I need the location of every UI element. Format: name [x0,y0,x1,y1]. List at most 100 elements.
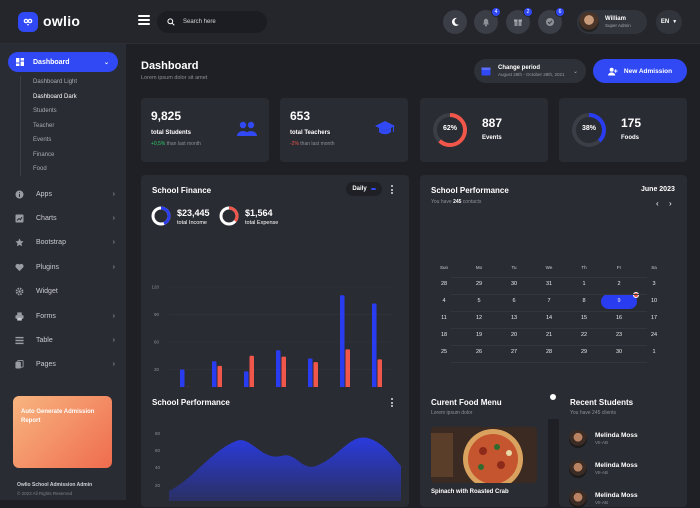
chevron-down-icon: ▼ [672,19,678,25]
calendar-day[interactable]: 8 [582,298,586,304]
new-admission-button[interactable]: New Admission [593,59,687,83]
sidebar-item-apps[interactable]: Apps › [15,190,115,199]
change-period-button[interactable]: Change period August 28th - October 28th… [474,59,586,83]
submenu-finance[interactable]: Finance [33,152,55,158]
sidebar-item-forms[interactable]: Forms › [15,312,115,321]
student-item[interactable]: Melinda Moss VII-AB [569,460,638,478]
sidebar-item-label: Forms [36,313,56,320]
sidebar-item-dashboard[interactable]: Dashboard ⌄ [8,52,118,72]
gift-badge: 2 [523,7,533,17]
income-label: total Income [177,220,207,226]
copy-icon [15,360,24,369]
stat-card-foods[interactable]: 38% 175 Foods [559,98,687,162]
y-tick: 40 [155,465,161,470]
submenu-food[interactable]: Food [33,166,47,172]
chevron-right-icon: › [112,313,115,320]
calendar-day[interactable]: 16 [615,315,623,321]
calendar-day[interactable]: 31 [545,281,553,287]
calendar-day[interactable]: 29 [475,281,483,287]
stat-card-teachers[interactable]: 653 total Teachers -2% than last month [280,98,408,162]
calendar-day[interactable]: 18 [440,332,448,338]
more-options-icon[interactable] [391,185,394,196]
pagination-dot[interactable] [550,394,556,400]
calendar-day[interactable]: 24 [650,332,658,338]
search-input[interactable]: Search here [157,11,267,33]
calendar-day[interactable]: 25 [440,349,448,355]
sidebar-item-pages[interactable]: Pages › [15,360,115,369]
calendar-day[interactable]: 3 [652,281,656,287]
stat-card-events[interactable]: 62% 887 Events [420,98,548,162]
submenu-students[interactable]: Students [33,108,57,114]
sidebar-item-bootstrap[interactable]: Bootstrap › [15,238,115,247]
calendar-day[interactable]: 4 [442,298,446,304]
calendar-day[interactable]: 26 [475,349,483,355]
submenu-dashboard-light[interactable]: Dashboard Light [33,79,78,85]
bar-income [340,295,345,397]
calendar-day[interactable]: 19 [475,332,483,338]
calendar-day[interactable]: 20 [510,332,518,338]
period-label: Change period [498,65,541,71]
food-image[interactable] [431,427,537,483]
calendar-day[interactable]: 2 [617,281,621,287]
submenu-dashboard-dark[interactable]: Dashboard Dark [33,94,77,100]
gift-button[interactable]: 2 [506,7,533,34]
stat-trend: -2% than last month [290,141,335,147]
calendar-day[interactable]: 5 [477,298,481,304]
calendar-day[interactable]: 9 [617,298,621,304]
sidebar-item-charts[interactable]: Charts › [15,214,115,223]
footer-title: Owlio School Admission Admin [17,482,93,488]
period-select[interactable]: Daily [346,182,382,196]
language-selector[interactable]: EN ▼ [656,10,682,34]
weekday-header: Sa [651,265,657,270]
calendar-day[interactable]: 13 [510,315,518,321]
sidebar-item-label: Widget [36,288,58,295]
next-month-icon[interactable]: › [669,199,672,208]
bar-expense [345,349,350,397]
calendar-day[interactable]: 28 [545,349,553,355]
prev-month-icon[interactable]: ‹ [656,199,659,208]
sidebar-item-widget[interactable]: Widget [15,287,115,296]
calendar-day[interactable]: 29 [580,349,588,355]
student-item[interactable]: Melinda Moss VII-AB [569,490,638,508]
calendar-day[interactable]: 6 [512,298,516,304]
recent-students-card: Recent Students You have 245 clients Mel… [559,387,687,508]
events-percent: 62% [442,125,457,132]
calendar-day[interactable]: 15 [580,315,588,321]
stat-card-students[interactable]: 9,825 total Students +0,5% than last mon… [141,98,269,162]
calendar-day[interactable]: 14 [545,315,553,321]
events-progress-ring [433,113,467,147]
submenu-events[interactable]: Events [33,137,52,143]
tasks-button[interactable]: 6 [538,7,565,34]
weekday-header: Tu [511,265,517,270]
calendar-day[interactable]: 17 [650,315,658,321]
calendar-day[interactable]: 28 [440,281,448,287]
calendar-day[interactable]: 22 [580,332,588,338]
theme-toggle-button[interactable] [443,10,467,34]
calendar-day[interactable]: 23 [615,332,623,338]
sidebar-item-label: Charts [36,215,57,222]
submenu-teacher[interactable]: Teacher [33,123,55,129]
calendar-day[interactable]: 11 [441,315,447,321]
more-options-icon[interactable] [391,398,394,409]
calendar-day[interactable]: 7 [547,298,551,304]
calendar-day[interactable]: 21 [545,332,553,338]
student-item[interactable]: Melinda Moss VII-AB [569,430,638,448]
user-role: Super Admin [605,23,631,28]
calendar-day[interactable]: 1 [582,281,586,287]
calendar-day[interactable]: 30 [510,281,518,287]
notification-button[interactable]: 4 [474,7,501,34]
calendar-day[interactable]: 10 [650,298,658,304]
ring-progress [433,113,467,147]
calendar-day[interactable]: 27 [510,349,518,355]
calendar-day[interactable]: 30 [615,349,623,355]
owl-logo-icon[interactable] [18,12,38,32]
student-class: VII-AB [595,470,609,475]
sidebar-item-table[interactable]: Table › [15,336,115,345]
user-profile[interactable]: William Super Admin [577,10,647,34]
menu-toggle-icon[interactable] [138,15,150,25]
calendar-day[interactable]: 1 [652,349,656,355]
calendar-day[interactable]: 12 [475,315,483,321]
dropdown-bar-icon [370,188,376,190]
sidebar-item-plugins[interactable]: Plugins › [15,263,115,272]
admission-report-card[interactable]: Auto Generate Admission Report [13,396,112,468]
